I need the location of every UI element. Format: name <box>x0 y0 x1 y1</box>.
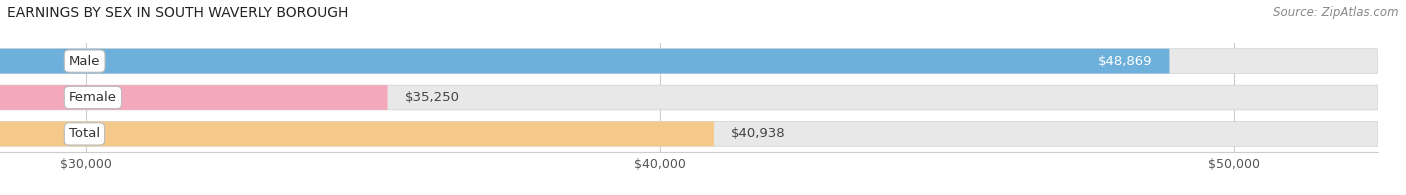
Text: $35,250: $35,250 <box>405 91 460 104</box>
Text: Total: Total <box>69 127 100 140</box>
FancyBboxPatch shape <box>0 49 1378 74</box>
Text: EARNINGS BY SEX IN SOUTH WAVERLY BOROUGH: EARNINGS BY SEX IN SOUTH WAVERLY BOROUGH <box>7 6 349 20</box>
Text: Female: Female <box>69 91 117 104</box>
Text: Male: Male <box>69 55 100 68</box>
FancyBboxPatch shape <box>0 121 714 146</box>
Text: $40,938: $40,938 <box>731 127 786 140</box>
FancyBboxPatch shape <box>0 85 1378 110</box>
Text: $48,869: $48,869 <box>1098 55 1152 68</box>
FancyBboxPatch shape <box>0 121 1378 146</box>
FancyBboxPatch shape <box>0 85 388 110</box>
Text: Source: ZipAtlas.com: Source: ZipAtlas.com <box>1274 6 1399 19</box>
FancyBboxPatch shape <box>0 49 1170 74</box>
